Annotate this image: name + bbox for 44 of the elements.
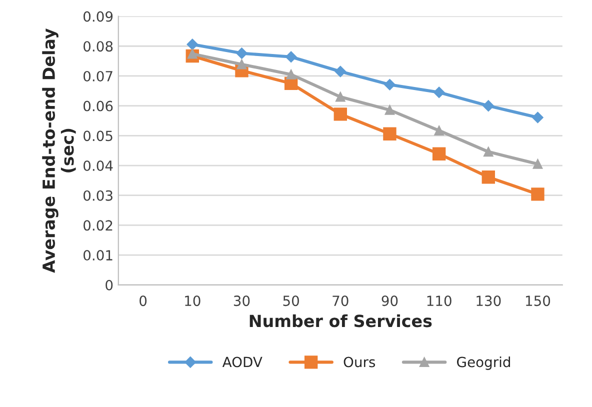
legend-label: AODV xyxy=(222,356,262,368)
point xyxy=(482,170,495,184)
point xyxy=(433,86,445,98)
point xyxy=(484,146,494,157)
y-tick-label: 0.09 xyxy=(84,11,113,22)
x-axis-title: Number of Services xyxy=(250,314,432,328)
x-tick-label: 110 xyxy=(427,296,452,306)
y-tick-label: 0.05 xyxy=(84,130,112,142)
y-tick-label: 0.01 xyxy=(84,250,112,261)
y-tick-label: 0 xyxy=(106,280,113,290)
x-tick-label: 150 xyxy=(526,296,550,306)
x-tick-label: 130 xyxy=(476,296,501,306)
point xyxy=(384,79,396,90)
point xyxy=(531,188,544,201)
y-tick-label: 0.08 xyxy=(84,41,113,52)
point xyxy=(532,159,543,169)
x-tick-label: 30 xyxy=(234,296,250,306)
point xyxy=(482,100,494,112)
y-tick-label: 0.04 xyxy=(84,160,113,171)
y-axis-title: Average End-to-end Delay (sec) xyxy=(42,28,76,273)
legend-label: Geogrid xyxy=(457,356,510,370)
point xyxy=(285,51,297,62)
x-tick-label: 0 xyxy=(140,296,147,306)
point xyxy=(432,147,446,160)
y-tick-label: 0.06 xyxy=(84,100,113,112)
x-tick-label: 10 xyxy=(185,296,200,306)
y-tick-label: 0.02 xyxy=(84,220,112,231)
point xyxy=(236,59,247,70)
x-tick-label: 70 xyxy=(332,296,348,306)
point xyxy=(532,112,544,124)
point xyxy=(286,70,296,80)
y-tick-label: 0.03 xyxy=(84,190,112,201)
point xyxy=(334,66,346,78)
legend-label: Ours xyxy=(344,356,376,368)
x-tick-label: 50 xyxy=(283,296,299,306)
point xyxy=(336,92,346,102)
point xyxy=(236,48,248,59)
point xyxy=(434,126,444,136)
point xyxy=(186,38,198,50)
point xyxy=(334,108,347,121)
point xyxy=(384,105,395,115)
x-tick-label: 90 xyxy=(382,296,398,306)
point xyxy=(383,127,396,140)
y-tick-label: 0.07 xyxy=(84,70,112,82)
